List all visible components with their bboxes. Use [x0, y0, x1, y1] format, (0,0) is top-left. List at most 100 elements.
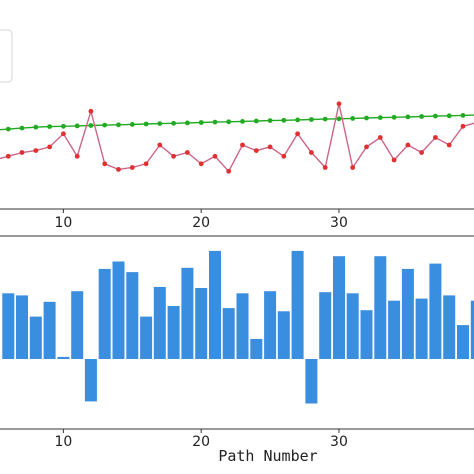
- series-1-point-3: [33, 148, 39, 154]
- series-0-point-6: [74, 123, 80, 129]
- bar-25: [264, 291, 277, 359]
- bar-14: [112, 261, 125, 359]
- series-1-point-16: [212, 153, 218, 159]
- x-axis-label: Path Number: [218, 447, 317, 465]
- bar-34: [388, 300, 401, 359]
- series-1-point-18: [240, 142, 245, 148]
- series-1-point-5: [61, 131, 66, 137]
- top-x-ticks: 10 20 30: [54, 209, 348, 231]
- series-1-point-31: [419, 150, 424, 155]
- bar-36: [415, 298, 428, 359]
- series-0-point-8: [102, 122, 108, 128]
- series-1-point-33: [446, 142, 452, 148]
- series-0-point-2: [19, 125, 25, 131]
- bar-16: [140, 316, 153, 359]
- bar-31: [346, 293, 359, 359]
- top-tick-label-10: 10: [54, 215, 72, 231]
- bar-32: [360, 310, 373, 359]
- series-0-point-14: [185, 120, 190, 126]
- bar-28: [305, 359, 318, 404]
- top-legend-box: [0, 29, 13, 83]
- bars: [2, 250, 474, 404]
- series-0-point-18: [240, 119, 245, 124]
- top-tick-label-30: 30: [330, 215, 348, 231]
- bar-26: [277, 311, 290, 359]
- bar-10: [57, 356, 70, 359]
- series-1-point-11: [143, 161, 149, 167]
- series-1-point-26: [350, 165, 356, 170]
- series-1-point-13: [171, 153, 177, 159]
- bar-15: [126, 272, 139, 359]
- bar-chart-panel: 10 20 30 Path Number: [0, 235, 474, 465]
- series-0-point-16: [212, 119, 218, 125]
- series-0-point-15: [198, 120, 204, 125]
- series-1-point-28: [377, 135, 383, 140]
- bar-12: [84, 359, 97, 402]
- series-1-point-29: [391, 157, 397, 163]
- series-0-point-23: [309, 117, 314, 122]
- series-1-point-8: [102, 161, 108, 167]
- series-1-point-22: [295, 131, 300, 137]
- series-0-point-9: [116, 122, 121, 128]
- bar-13: [98, 268, 111, 359]
- series-1-point-30: [405, 142, 411, 148]
- series-1-point-32: [433, 135, 438, 140]
- bar-35: [401, 268, 414, 359]
- series-0-point-7: [88, 123, 94, 128]
- series-1-point-17: [226, 168, 232, 174]
- bar-11: [71, 291, 84, 359]
- bar-22: [222, 308, 235, 359]
- series-0-point-20: [267, 118, 273, 123]
- bar-38: [443, 295, 456, 359]
- bar-6: [2, 293, 15, 359]
- bar-33: [374, 256, 387, 359]
- series-0-point-26: [350, 116, 356, 121]
- series-0-point-28: [377, 115, 383, 120]
- bottom-tick-label-20: 20: [192, 434, 210, 450]
- bar-37: [429, 263, 442, 359]
- series-1-point-4: [47, 144, 52, 150]
- bar-20: [195, 288, 208, 359]
- bar-24: [250, 338, 263, 359]
- series-0-point-21: [281, 117, 287, 123]
- series-0-point-29: [391, 114, 397, 120]
- series-1-point-21: [281, 153, 287, 159]
- bar-21: [209, 250, 221, 359]
- series-0-point-24: [322, 116, 328, 122]
- top-tick-label-20: 20: [192, 215, 210, 231]
- series-1-point-14: [185, 150, 190, 155]
- bar-23: [236, 293, 249, 359]
- bar-18: [167, 306, 180, 359]
- bar-30: [333, 256, 345, 359]
- bar-7: [16, 295, 28, 359]
- series-0-point-12: [157, 121, 163, 126]
- series-1-point-25: [336, 101, 342, 107]
- series-0-point-34: [460, 113, 466, 118]
- bar-9: [43, 301, 56, 359]
- series-1-point-20: [267, 144, 273, 150]
- series-0-point-3: [33, 124, 39, 130]
- series-1-point-23: [309, 150, 314, 155]
- top-series-points: [5, 101, 466, 174]
- series-1-point-9: [116, 167, 121, 172]
- series-1-point-15: [198, 161, 204, 167]
- bar-40: [470, 300, 474, 359]
- series-1-point-2: [19, 150, 25, 155]
- bottom-x-ticks: 10 20 30: [54, 429, 348, 450]
- bar-27: [291, 250, 304, 359]
- bottom-tick-label-30: 30: [330, 434, 348, 450]
- series-0-point-11: [143, 121, 149, 127]
- series-0-point-25: [336, 116, 342, 122]
- bar-8: [29, 316, 42, 359]
- series-0-point-31: [419, 114, 424, 119]
- series-1-point-10: [129, 165, 135, 170]
- series-1-point-27: [364, 144, 369, 150]
- series-0-point-33: [446, 113, 452, 119]
- series-0-point-10: [129, 122, 135, 127]
- series-0-point-4: [47, 124, 52, 129]
- series-0-point-5: [61, 123, 66, 129]
- bar-39: [457, 325, 469, 359]
- series-0-point-32: [433, 113, 438, 119]
- series-0-point-22: [295, 117, 300, 123]
